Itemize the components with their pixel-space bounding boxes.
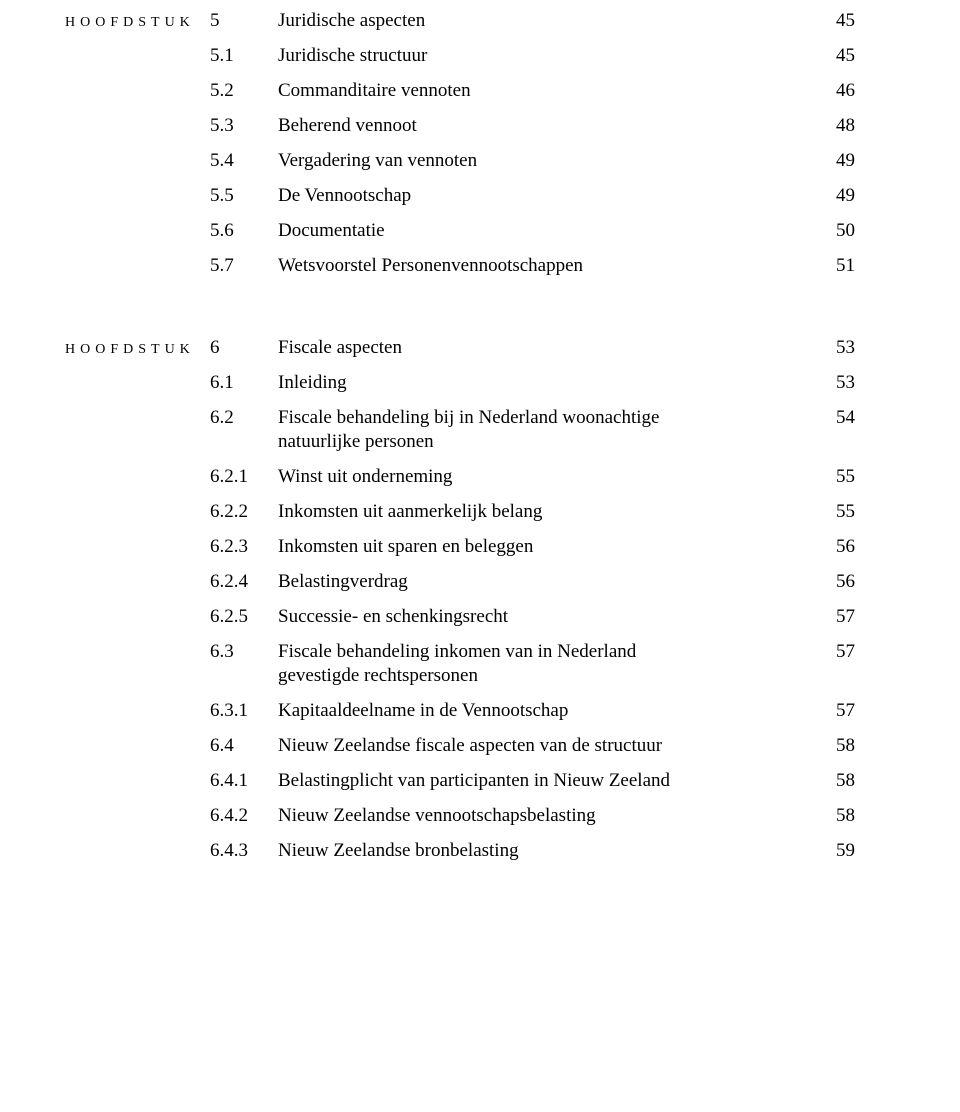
toc-row: HOOFDSTUK6.4Nieuw Zeelandse fiscale aspe… [65,735,855,757]
toc-row: HOOFDSTUK5.6Documentatie50 [65,220,855,242]
section-number: 5.5 [210,185,278,207]
page-number: 58 [815,770,855,792]
page-number: 57 [815,606,855,628]
section-title: Belastingverdrag [278,571,815,593]
page-number: 58 [815,735,855,757]
page-number: 49 [815,185,855,207]
section-title: De Vennootschap [278,185,815,207]
page-number: 48 [815,115,855,137]
toc-row: HOOFDSTUK5.4Vergadering van vennoten49 [65,150,855,172]
chapter-label: HOOFDSTUK [65,15,210,31]
page-number: 46 [815,80,855,102]
page-number: 45 [815,45,855,67]
toc-row: HOOFDSTUK5.3Beherend vennoot48 [65,115,855,137]
section-number: 5.6 [210,220,278,242]
section-title: Fiscale aspecten [278,337,815,359]
toc-row: HOOFDSTUK5.5De Vennootschap49 [65,185,855,207]
section-title-continuation: natuurlijke personen [278,431,855,453]
page-number: 53 [815,337,855,359]
page-number: 54 [815,407,855,429]
section-number: 6.2.4 [210,571,278,593]
page-number: 55 [815,466,855,488]
section-title: Inleiding [278,372,815,394]
page-number: 58 [815,805,855,827]
section-title: Belastingplicht van participanten in Nie… [278,770,815,792]
section-title: Nieuw Zeelandse fiscale aspecten van de … [278,735,815,757]
section-number: 6.4.1 [210,770,278,792]
page-number: 53 [815,372,855,394]
section-number: 6.2.3 [210,536,278,558]
toc-block: HOOFDSTUK6Fiscale aspecten53HOOFDSTUK6.1… [65,337,855,862]
toc-row: HOOFDSTUK6.2.2Inkomsten uit aanmerkelijk… [65,501,855,523]
page-number: 57 [815,700,855,722]
page-number: 50 [815,220,855,242]
section-number: 6.4.2 [210,805,278,827]
page-number: 55 [815,501,855,523]
page-number: 51 [815,255,855,277]
toc-row: HOOFDSTUK6.2.1Winst uit onderneming55 [65,466,855,488]
toc-row: HOOFDSTUK6Fiscale aspecten53 [65,337,855,359]
section-number: 6.1 [210,372,278,394]
toc-row: HOOFDSTUK6.1Inleiding53 [65,372,855,394]
page-number: 59 [815,840,855,862]
toc-row: HOOFDSTUK6.2.5Successie- en schenkingsre… [65,606,855,628]
toc-row: HOOFDSTUK6.4.1Belastingplicht van partic… [65,770,855,792]
toc-row: HOOFDSTUK6.3.1Kapitaaldeelname in de Ven… [65,700,855,722]
section-number: 5.7 [210,255,278,277]
section-title: Winst uit onderneming [278,466,815,488]
toc-row: HOOFDSTUK6.4.2Nieuw Zeelandse vennootsch… [65,805,855,827]
toc-row: HOOFDSTUK6.2Fiscale behandeling bij in N… [65,407,855,429]
section-title: Inkomsten uit aanmerkelijk belang [278,501,815,523]
section-number: 5.4 [210,150,278,172]
section-number: 6 [210,337,278,359]
section-title: Inkomsten uit sparen en beleggen [278,536,815,558]
section-number: 5.3 [210,115,278,137]
section-number: 6.2.2 [210,501,278,523]
page-number: 57 [815,641,855,663]
page-number: 49 [815,150,855,172]
toc-block: HOOFDSTUK5Juridische aspecten45HOOFDSTUK… [65,10,855,277]
toc-row: HOOFDSTUK6.3Fiscale behandeling inkomen … [65,641,855,663]
section-number: 6.3 [210,641,278,663]
section-number: 6.2.5 [210,606,278,628]
page-number: 56 [815,571,855,593]
section-title: Successie- en schenkingsrecht [278,606,815,628]
section-number: 6.3.1 [210,700,278,722]
section-number: 6.2 [210,407,278,429]
table-of-contents: HOOFDSTUK5Juridische aspecten45HOOFDSTUK… [65,10,855,862]
section-title: Fiscale behandeling bij in Nederland woo… [278,407,815,429]
section-title: Fiscale behandeling inkomen van in Neder… [278,641,815,663]
section-title: Nieuw Zeelandse vennootschapsbelasting [278,805,815,827]
page-number: 45 [815,10,855,32]
chapter-label: HOOFDSTUK [65,342,210,358]
section-number: 6.4.3 [210,840,278,862]
section-number: 6.2.1 [210,466,278,488]
toc-row: HOOFDSTUK6.2.4Belastingverdrag56 [65,571,855,593]
section-title: Kapitaaldeelname in de Vennootschap [278,700,815,722]
toc-row: HOOFDSTUK5Juridische aspecten45 [65,10,855,32]
toc-row: HOOFDSTUK6.4.3Nieuw Zeelandse bronbelast… [65,840,855,862]
section-title-continuation: gevestigde rechtspersonen [278,665,855,687]
section-title: Juridische structuur [278,45,815,67]
section-number: 5.1 [210,45,278,67]
section-title: Vergadering van vennoten [278,150,815,172]
section-title: Juridische aspecten [278,10,815,32]
toc-row: HOOFDSTUK5.1Juridische structuur45 [65,45,855,67]
section-number: 5 [210,10,278,32]
section-title: Nieuw Zeelandse bronbelasting [278,840,815,862]
toc-row: HOOFDSTUK6.2.3Inkomsten uit sparen en be… [65,536,855,558]
toc-row: HOOFDSTUK5.2Commanditaire vennoten46 [65,80,855,102]
section-number: 6.4 [210,735,278,757]
section-title: Wetsvoorstel Personenvennootschappen [278,255,815,277]
section-title: Commanditaire vennoten [278,80,815,102]
toc-row: HOOFDSTUK5.7Wetsvoorstel Personenvennoot… [65,255,855,277]
section-number: 5.2 [210,80,278,102]
section-title: Beherend vennoot [278,115,815,137]
page-number: 56 [815,536,855,558]
section-title: Documentatie [278,220,815,242]
